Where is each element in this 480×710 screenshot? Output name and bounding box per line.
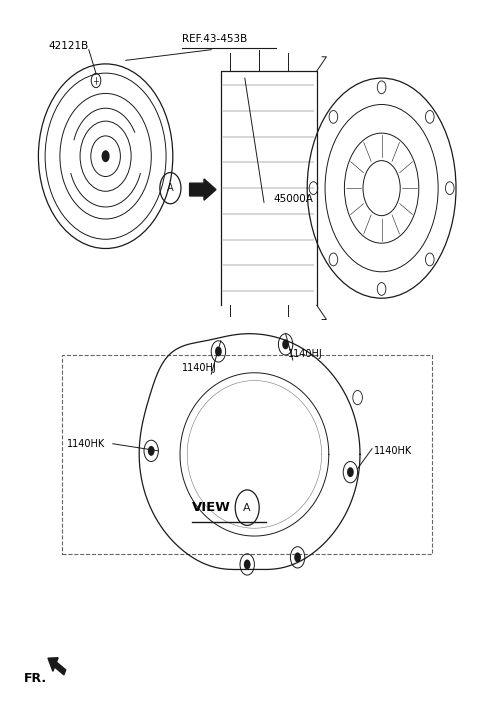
Circle shape	[282, 339, 289, 349]
Text: A: A	[243, 503, 251, 513]
Circle shape	[445, 182, 454, 195]
Circle shape	[215, 346, 222, 356]
Circle shape	[425, 253, 434, 266]
Text: 1140HK: 1140HK	[374, 446, 413, 456]
FancyArrow shape	[48, 657, 66, 674]
Circle shape	[148, 446, 155, 456]
Bar	[62, 355, 432, 554]
FancyArrow shape	[190, 179, 216, 200]
Circle shape	[347, 467, 354, 477]
Text: A: A	[167, 183, 174, 193]
Circle shape	[102, 151, 109, 162]
Text: 1140HJ: 1140HJ	[288, 349, 323, 359]
Text: 1140HK: 1140HK	[67, 439, 106, 449]
Circle shape	[244, 559, 251, 569]
Circle shape	[377, 81, 386, 94]
Text: FR.: FR.	[24, 672, 47, 684]
Text: 45000A: 45000A	[274, 194, 313, 204]
Text: 42121B: 42121B	[48, 41, 88, 51]
Circle shape	[309, 182, 318, 195]
Circle shape	[377, 283, 386, 295]
Circle shape	[329, 253, 338, 266]
Text: VIEW: VIEW	[192, 501, 231, 514]
Text: REF.43-453B: REF.43-453B	[182, 34, 248, 44]
Text: 1140HJ: 1140HJ	[182, 363, 217, 373]
Circle shape	[425, 111, 434, 124]
Circle shape	[294, 552, 301, 562]
Circle shape	[329, 111, 338, 124]
